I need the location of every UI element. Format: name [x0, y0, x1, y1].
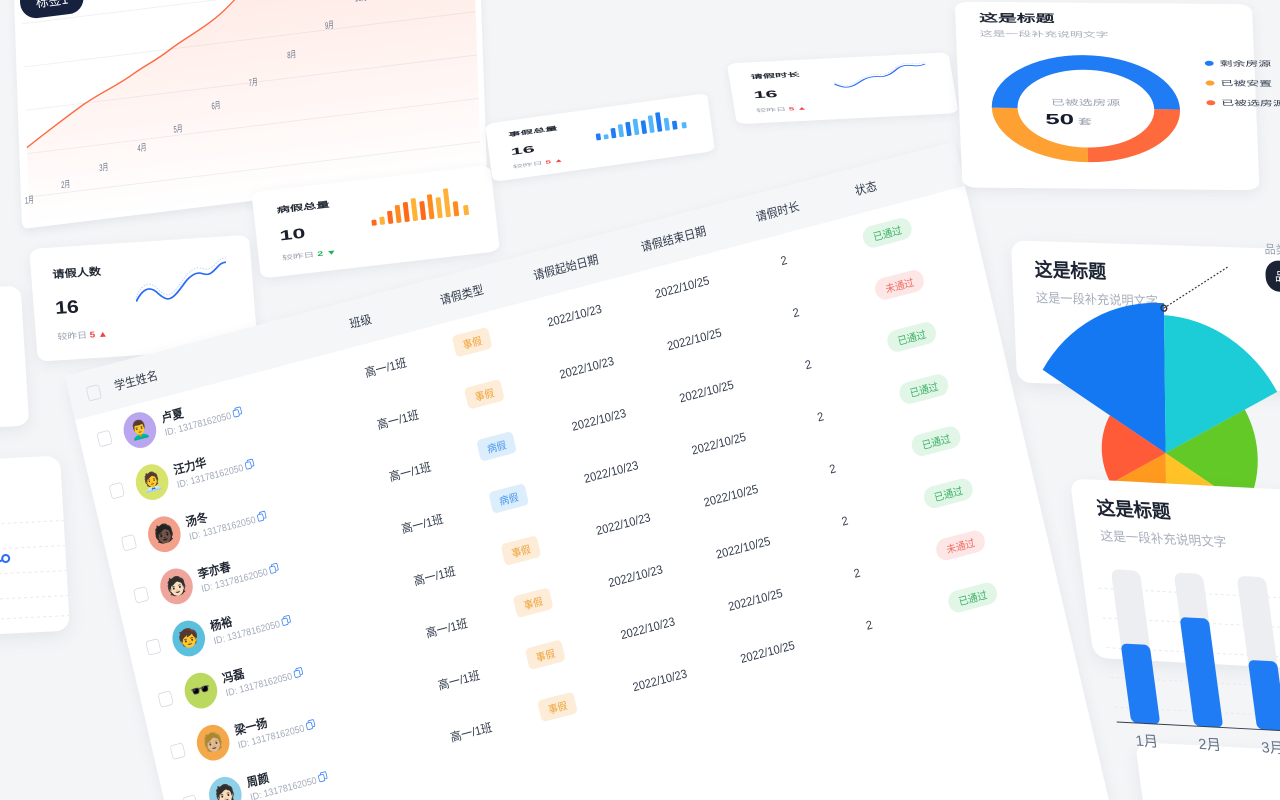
svg-text:8月: 8月	[287, 49, 296, 61]
svg-text:50套: 50 套	[1045, 111, 1092, 128]
svg-text:已被选房源: 已被选房源	[1051, 97, 1121, 107]
svg-text:2月: 2月	[61, 179, 70, 191]
svg-text:5月: 5月	[173, 123, 182, 135]
svg-text:7月: 7月	[248, 77, 257, 89]
svg-text:6月: 6月	[211, 100, 220, 112]
svg-text:4月: 4月	[137, 142, 146, 154]
svg-text:9月: 9月	[325, 19, 334, 31]
svg-text:1月: 1月	[25, 194, 34, 206]
svg-text:3月: 3月	[99, 161, 108, 173]
svg-text:3月: 3月	[1261, 740, 1280, 757]
svg-text:1月: 1月	[1135, 734, 1160, 751]
svg-text:2月: 2月	[1198, 737, 1223, 754]
